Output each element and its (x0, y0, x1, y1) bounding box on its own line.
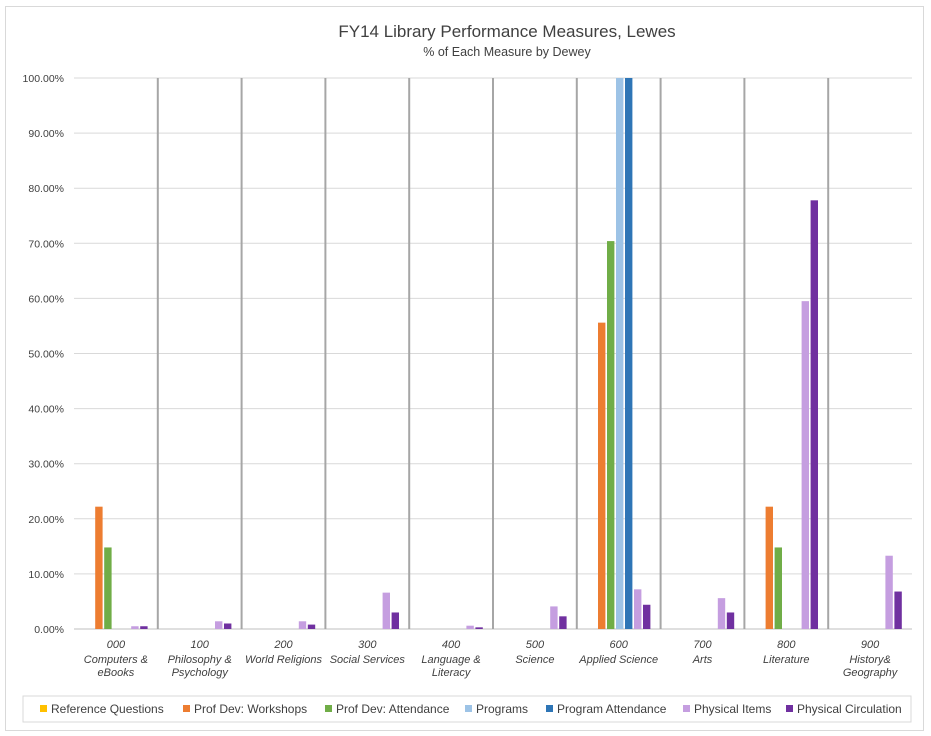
bar-physical-items-800 (801, 301, 809, 629)
legend-label: Prof Dev: Workshops (194, 702, 307, 716)
y-tick-label: 70.00% (28, 238, 64, 250)
bar-physical-items-200 (298, 621, 307, 629)
bar-physical-items-600 (634, 589, 642, 629)
bar-prof-dev-attendance-800 (774, 547, 782, 629)
x-axis-tick-labels: 000 Computers &eBooks 100 Philosophy &Psych… (84, 639, 899, 679)
bar-program-attendance-600 (625, 78, 633, 629)
bar-physical-circulation-400 (475, 627, 483, 629)
legend-label: Physical Circulation (797, 702, 902, 716)
bar-physical-circulation-500 (559, 616, 567, 629)
x-tick-name: Arts (692, 654, 713, 666)
x-tick-code: 500 (526, 639, 545, 651)
bar-programs-600 (616, 78, 624, 629)
y-tick-label: 50.00% (28, 349, 64, 361)
legend-swatch (683, 705, 690, 712)
legend-swatch (546, 705, 553, 712)
legend-label: Reference Questions (51, 702, 164, 716)
legend-swatch (325, 705, 332, 712)
x-tick-code: 400 (442, 639, 461, 651)
x-tick-name: Science (515, 654, 554, 666)
x-tick-name: Computers & (84, 654, 148, 666)
legend-label: Prof Dev: Attendance (336, 702, 450, 716)
bar-physical-items-700 (717, 598, 726, 629)
y-tick-label: 40.00% (28, 404, 64, 416)
y-tick-label: 20.00% (28, 514, 64, 526)
x-tick-name: Philosophy & (168, 654, 232, 666)
bar-physical-circulation-600 (643, 604, 651, 629)
x-tick-name: Literature (763, 654, 809, 666)
category-separators (156, 78, 830, 629)
bar-prof-dev-attendance-600 (607, 241, 615, 629)
bar-prof-dev-workshops-800 (765, 506, 773, 629)
x-tick-code: 600 (610, 639, 629, 651)
x-tick-name: Psychology (172, 667, 230, 679)
x-tick-code: 800 (777, 639, 796, 651)
bar-prof-dev-workshops-000 (95, 506, 103, 629)
chart-subtitle: % of Each Measure by Dewey (423, 45, 591, 59)
x-tick-name: Applied Science (578, 654, 658, 666)
y-tick-label: 90.00% (28, 128, 64, 140)
bar-physical-items-500 (550, 606, 558, 629)
bar-prof-dev-workshops-600 (598, 322, 606, 629)
bar-physical-items-000 (131, 626, 139, 629)
y-axis-tick-labels: 0.00% 10.00% 20.00% 30.00% 40.00% 50.00% 60.00… (23, 73, 64, 636)
legend-label: Programs (476, 702, 528, 716)
bar-physical-items-400 (466, 625, 474, 629)
x-tick-name: World Religions (245, 654, 323, 666)
y-tick-label: 30.00% (28, 459, 64, 471)
bar-physical-circulation-700 (726, 612, 735, 629)
x-tick-code: 300 (358, 639, 377, 651)
legend-swatch (183, 705, 190, 712)
legend-label: Program Attendance (557, 702, 667, 716)
y-tick-label: 10.00% (28, 569, 64, 581)
bar-physical-circulation-200 (307, 624, 316, 629)
x-tick-code: 100 (191, 639, 210, 651)
bar-physical-circulation-100 (224, 623, 232, 629)
y-tick-label: 0.00% (34, 624, 64, 636)
x-tick-name: History& (849, 654, 891, 666)
legend-swatch (465, 705, 472, 712)
y-tick-label: 80.00% (28, 183, 64, 195)
x-tick-code: 700 (693, 639, 712, 651)
bar-prof-dev-attendance-000 (104, 547, 112, 629)
bar-physical-items-300 (382, 592, 390, 629)
x-tick-code: 900 (861, 639, 880, 651)
x-tick-name: Language & (421, 654, 480, 666)
bar-physical-circulation-800 (810, 200, 818, 629)
y-tick-label: 100.00% (23, 73, 64, 85)
legend-swatch (40, 705, 47, 712)
legend: Reference Questions Prof Dev: Workshops Pr… (22, 695, 912, 723)
y-tick-label: 60.00% (28, 293, 64, 305)
bar-physical-items-900 (885, 555, 893, 629)
x-tick-name: Geography (843, 667, 899, 679)
legend-swatch (786, 705, 793, 712)
x-tick-name: Social Services (330, 654, 406, 666)
x-tick-name: eBooks (98, 667, 135, 679)
chart-title: FY14 Library Performance Measures, Lewes (338, 22, 675, 41)
x-tick-code: 000 (107, 639, 126, 651)
legend-label: Physical Items (694, 702, 771, 716)
bar-physical-circulation-000 (140, 626, 148, 629)
bars (95, 78, 902, 629)
x-tick-name: Literacy (432, 667, 472, 679)
x-tick-code: 200 (273, 639, 293, 651)
bar-physical-circulation-300 (391, 612, 399, 629)
bar-physical-items-100 (215, 621, 223, 629)
bar-physical-circulation-900 (894, 591, 902, 629)
